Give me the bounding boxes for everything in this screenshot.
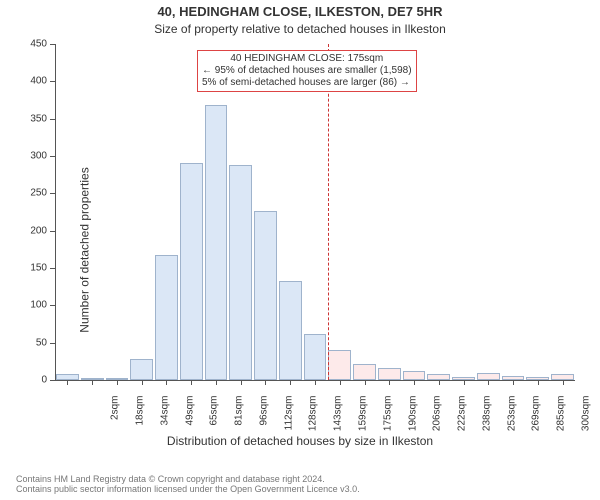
chart-container: 40, HEDINGHAM CLOSE, ILKESTON, DE7 5HR S… [0, 0, 600, 500]
footer-line: Contains HM Land Registry data © Crown c… [16, 474, 590, 484]
x-tick [365, 380, 366, 385]
y-tick-label: 100 [15, 300, 47, 311]
x-tick [340, 380, 341, 385]
x-tick [439, 380, 440, 385]
y-tick [50, 81, 55, 82]
y-axis-line [55, 44, 56, 380]
x-tick [241, 380, 242, 385]
x-tick [538, 380, 539, 385]
y-tick [50, 119, 55, 120]
x-tick [166, 380, 167, 385]
x-tick [513, 380, 514, 385]
x-tick [464, 380, 465, 385]
histogram-bar [279, 281, 302, 380]
histogram-bar [403, 371, 426, 380]
x-tick [265, 380, 266, 385]
y-tick-label: 200 [15, 225, 47, 236]
annotation-line: ← 95% of detached houses are smaller (1,… [202, 65, 412, 77]
footer-line: Contains public sector information licen… [16, 484, 590, 494]
y-tick [50, 193, 55, 194]
marker-line [328, 44, 329, 380]
x-tick [563, 380, 564, 385]
y-tick [50, 268, 55, 269]
histogram-bar [304, 334, 327, 380]
y-tick-label: 150 [15, 263, 47, 274]
histogram-bar [155, 255, 178, 380]
histogram-bar [130, 359, 153, 380]
attribution-footer: Contains HM Land Registry data © Crown c… [16, 474, 590, 494]
x-tick [290, 380, 291, 385]
y-tick-label: 250 [15, 188, 47, 199]
y-tick-label: 0 [15, 375, 47, 386]
annotation-line: 40 HEDINGHAM CLOSE: 175sqm [202, 53, 412, 65]
y-tick [50, 156, 55, 157]
y-tick [50, 380, 55, 381]
histogram-bar [205, 105, 228, 380]
histogram-bar [328, 350, 351, 380]
histogram-bar [353, 364, 376, 380]
annotation-line: 5% of semi-detached houses are larger (8… [202, 77, 412, 89]
x-tick [488, 380, 489, 385]
x-tick [315, 380, 316, 385]
annotation-box: 40 HEDINGHAM CLOSE: 175sqm← 95% of detac… [197, 50, 417, 92]
address-title: 40, HEDINGHAM CLOSE, ILKESTON, DE7 5HR [0, 4, 600, 19]
x-tick [92, 380, 93, 385]
y-tick-label: 300 [15, 151, 47, 162]
histogram-bar [477, 373, 500, 380]
histogram-bar [229, 165, 252, 380]
y-tick [50, 44, 55, 45]
histogram-bar [378, 368, 401, 380]
y-tick [50, 343, 55, 344]
x-tick [67, 380, 68, 385]
x-tick [191, 380, 192, 385]
y-tick-label: 450 [15, 39, 47, 50]
y-tick-label: 400 [15, 76, 47, 87]
x-tick [414, 380, 415, 385]
histogram-bar [254, 211, 277, 380]
x-tick [117, 380, 118, 385]
y-tick [50, 231, 55, 232]
x-tick [389, 380, 390, 385]
plot-area: 0501001502002503003504004502sqm18sqm34sq… [55, 44, 575, 380]
y-tick-label: 350 [15, 113, 47, 124]
y-tick [50, 305, 55, 306]
y-tick-label: 50 [15, 337, 47, 348]
x-axis-label: Distribution of detached houses by size … [0, 434, 600, 448]
x-tick [216, 380, 217, 385]
subtitle: Size of property relative to detached ho… [0, 22, 600, 36]
x-tick [142, 380, 143, 385]
histogram-bar [180, 163, 203, 380]
